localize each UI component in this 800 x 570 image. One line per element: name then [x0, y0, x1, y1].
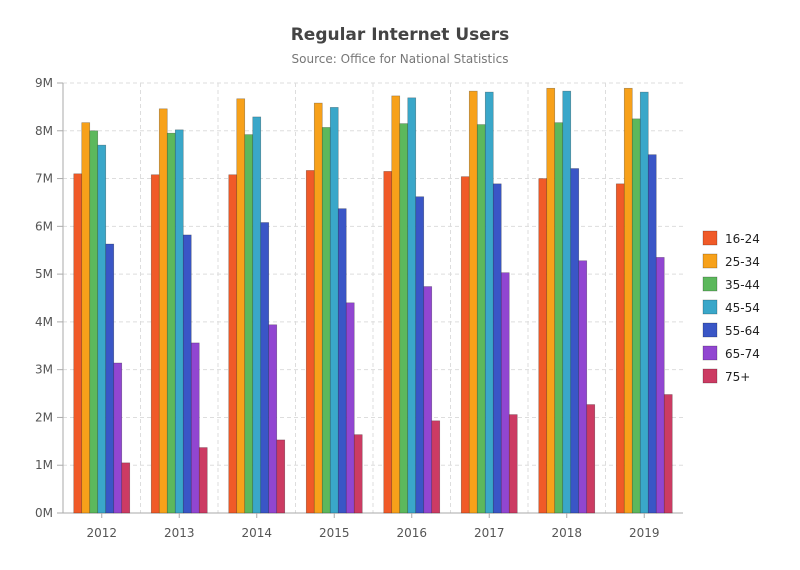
bar-45-54-2012[interactable] [97, 144, 107, 514]
y-tick-label: 6M [35, 219, 53, 233]
bar-65-74-2013[interactable] [190, 342, 200, 514]
bar-65-74-2019[interactable] [655, 257, 665, 514]
x-tick-label: 2012 [86, 526, 117, 540]
bar-35-44-2017[interactable] [476, 124, 486, 514]
bar-55-64-2012[interactable] [105, 243, 115, 514]
y-tick-label: 4M [35, 315, 53, 329]
bar-25-34-2018[interactable] [546, 87, 556, 514]
legend-swatch-45-54[interactable] [702, 299, 718, 315]
y-axis-ticks: 0M 1M 2M 3M 4M 5M 6M 7M 8M 9M [35, 76, 63, 520]
gridlines [62, 82, 683, 514]
bar-16-24-2018[interactable] [538, 178, 548, 514]
bar-45-54-2014[interactable] [252, 116, 262, 514]
bar-75+-2013[interactable] [198, 447, 208, 514]
bar-55-64-2016[interactable] [415, 196, 425, 514]
y-tick-label: 1M [35, 458, 53, 472]
legend-label-75+[interactable]: 75+ [725, 370, 750, 384]
bars [73, 87, 673, 514]
bar-16-24-2013[interactable] [150, 174, 160, 514]
bar-45-54-2017[interactable] [484, 91, 494, 514]
legend-swatch-35-44[interactable] [702, 276, 718, 292]
bar-55-64-2018[interactable] [570, 168, 580, 514]
bar-35-44-2013[interactable] [166, 132, 176, 514]
bar-55-64-2015[interactable] [337, 208, 347, 514]
legend-swatch-25-34[interactable] [702, 253, 718, 269]
legend-label-35-44[interactable]: 35-44 [725, 278, 760, 292]
legend-label-65-74[interactable]: 65-74 [725, 347, 760, 361]
bar-35-44-2016[interactable] [399, 123, 409, 514]
bar-55-64-2014[interactable] [260, 222, 270, 514]
bar-25-34-2013[interactable] [158, 108, 168, 514]
bar-16-24-2015[interactable] [305, 170, 315, 514]
bar-65-74-2018[interactable] [578, 260, 588, 514]
legend: 16-24 25-34 35-44 45-54 55-64 65-74 75+ [702, 230, 760, 384]
x-tick-label: 2017 [474, 526, 505, 540]
bar-65-74-2015[interactable] [345, 302, 355, 514]
y-tick-label: 9M [35, 76, 53, 90]
bar-35-44-2014[interactable] [244, 134, 254, 514]
legend-label-45-54[interactable]: 45-54 [725, 301, 760, 315]
bar-55-64-2013[interactable] [182, 234, 192, 514]
y-tick-label: 8M [35, 124, 53, 138]
y-tick-label: 3M [35, 363, 53, 377]
bar-16-24-2012[interactable] [73, 173, 83, 514]
bar-75+-2019[interactable] [663, 394, 673, 514]
bar-55-64-2019[interactable] [647, 154, 657, 514]
bar-35-44-2018[interactable] [554, 122, 564, 514]
bar-45-54-2013[interactable] [174, 129, 184, 514]
legend-swatch-65-74[interactable] [702, 345, 718, 361]
bar-25-34-2014[interactable] [236, 98, 246, 514]
legend-swatch-16-24[interactable] [702, 230, 718, 246]
bar-25-34-2017[interactable] [468, 90, 478, 514]
bar-75+-2016[interactable] [431, 420, 441, 514]
x-tick-label: 2019 [629, 526, 660, 540]
bar-65-74-2017[interactable] [500, 272, 510, 514]
x-axis-ticks: 2012 2013 2014 2015 2016 2017 2018 2019 [86, 513, 660, 540]
y-tick-label: 7M [35, 172, 53, 186]
bar-45-54-2016[interactable] [407, 97, 417, 514]
x-tick-label: 2016 [396, 526, 427, 540]
bar-16-24-2014[interactable] [228, 174, 238, 514]
bar-65-74-2016[interactable] [423, 286, 433, 514]
bar-16-24-2017[interactable] [460, 176, 470, 514]
bar-75+-2015[interactable] [353, 434, 363, 514]
legend-label-16-24[interactable]: 16-24 [725, 232, 760, 246]
chart-title: Regular Internet Users [291, 25, 510, 45]
y-tick-label: 0M [35, 506, 53, 520]
legend-swatch-55-64[interactable] [702, 322, 718, 338]
bar-75+-2012[interactable] [121, 462, 131, 514]
bar-75+-2014[interactable] [276, 439, 286, 514]
y-tick-label: 2M [35, 410, 53, 424]
chart-subtitle: Source: Office for National Statistics [292, 52, 509, 66]
bar-35-44-2012[interactable] [89, 130, 99, 514]
bar-75+-2017[interactable] [508, 414, 518, 514]
x-tick-label: 2013 [164, 526, 195, 540]
bar-65-74-2014[interactable] [268, 324, 278, 514]
bar-25-34-2012[interactable] [81, 122, 91, 514]
x-tick-label: 2018 [551, 526, 582, 540]
y-tick-label: 5M [35, 267, 53, 281]
bar-65-74-2012[interactable] [113, 362, 123, 514]
legend-label-55-64[interactable]: 55-64 [725, 324, 760, 338]
bar-45-54-2018[interactable] [562, 90, 572, 514]
bar-35-44-2015[interactable] [321, 127, 331, 514]
bar-16-24-2019[interactable] [615, 183, 625, 514]
bar-55-64-2017[interactable] [492, 183, 502, 514]
bar-25-34-2015[interactable] [313, 102, 323, 514]
x-tick-label: 2014 [241, 526, 272, 540]
bar-45-54-2019[interactable] [639, 91, 649, 514]
bar-25-34-2016[interactable] [391, 95, 401, 514]
x-tick-label: 2015 [319, 526, 350, 540]
legend-label-25-34[interactable]: 25-34 [725, 255, 760, 269]
bar-35-44-2019[interactable] [631, 118, 641, 514]
bar-45-54-2015[interactable] [329, 107, 339, 514]
bar-75+-2018[interactable] [586, 404, 596, 514]
bar-25-34-2019[interactable] [623, 87, 633, 514]
legend-swatch-75+[interactable] [702, 368, 718, 384]
bar-16-24-2016[interactable] [383, 171, 393, 514]
